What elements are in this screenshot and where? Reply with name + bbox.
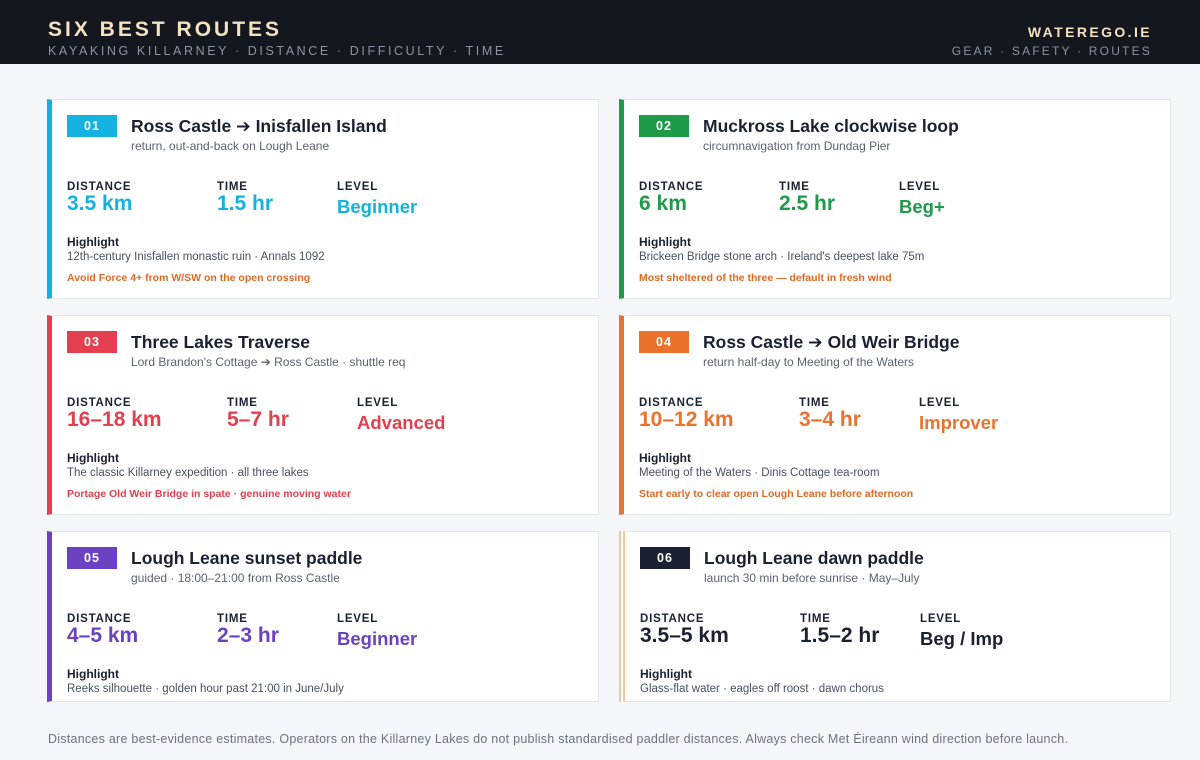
route-subtitle: Lord Brandon's Cottage ➔ Ross Castle · s…: [131, 355, 406, 369]
level-value: Beg+: [899, 196, 945, 217]
level-label: LEVEL: [920, 613, 962, 625]
level-label: LEVEL: [899, 181, 941, 193]
highlight-label: Highlight: [639, 235, 691, 249]
site-nav-links[interactable]: GEAR · SAFETY · ROUTES: [951, 44, 1152, 58]
time-label: TIME: [799, 397, 830, 409]
route-card-05[interactable]: 05 Lough Leane sunset paddle guided · 18…: [47, 531, 599, 702]
route-warning-note: Avoid Force 4+ from W/SW on the open cro…: [67, 272, 311, 284]
route-title: Ross Castle ➔ Inisfallen Island: [131, 116, 387, 136]
site-name-link[interactable]: WATEREGO.IE: [1027, 24, 1152, 40]
distance-label: DISTANCE: [639, 181, 704, 193]
distance-value: 3.5 km: [67, 192, 133, 215]
route-subtitle: launch 30 min before sunrise · May–July: [704, 571, 920, 585]
route-number-badge: 05: [67, 547, 117, 569]
level-label: LEVEL: [357, 397, 399, 409]
route-subtitle: return half-day to Meeting of the Waters: [703, 355, 914, 369]
highlight-label: Highlight: [67, 235, 119, 249]
page-title: SIX BEST ROUTES: [48, 18, 283, 41]
page-subtitle: KAYAKING KILLARNEY · DISTANCE · DIFFICUL…: [48, 44, 506, 58]
distance-value: 6 km: [639, 192, 687, 215]
highlight-label: Highlight: [67, 451, 119, 465]
route-title: Ross Castle ➔ Old Weir Bridge: [703, 332, 960, 352]
time-value: 1.5–2 hr: [800, 624, 880, 647]
route-card-03[interactable]: 03 Three Lakes Traverse Lord Brandon's C…: [47, 315, 599, 515]
distance-label: DISTANCE: [640, 613, 705, 625]
route-card-01[interactable]: 01 Ross Castle ➔ Inisfallen Island retur…: [47, 99, 599, 299]
time-label: TIME: [217, 181, 248, 193]
footer-disclaimer: Distances are best-evidence estimates. O…: [48, 732, 1069, 746]
level-label: LEVEL: [919, 397, 961, 409]
time-value: 3–4 hr: [799, 408, 861, 431]
level-value: Beginner: [337, 196, 418, 217]
route-title: Lough Leane dawn paddle: [704, 548, 924, 568]
highlight-label: Highlight: [67, 667, 119, 681]
route-subtitle: return, out-and-back on Lough Leane: [131, 139, 330, 153]
route-number-badge: 02: [639, 115, 689, 137]
route-number-badge: 03: [67, 331, 117, 353]
route-number-badge: 01: [67, 115, 117, 137]
highlight-text: Glass-flat water · eagles off roost · da…: [640, 683, 884, 695]
time-value: 2.5 hr: [779, 192, 836, 215]
route-title: Lough Leane sunset paddle: [131, 548, 363, 568]
highlight-label: Highlight: [639, 451, 691, 465]
route-warning-note: Start early to clear open Lough Leane be…: [639, 488, 914, 500]
route-card-06[interactable]: 06 Lough Leane dawn paddle launch 30 min…: [619, 531, 1171, 702]
time-value: 5–7 hr: [227, 408, 289, 431]
distance-value: 16–18 km: [67, 408, 162, 431]
route-card-04[interactable]: 04 Ross Castle ➔ Old Weir Bridge return …: [619, 315, 1171, 515]
level-label: LEVEL: [337, 181, 379, 193]
route-warning-note: Most sheltered of the three — default in…: [639, 272, 892, 284]
highlight-text: Meeting of the Waters · Dinis Cottage te…: [639, 467, 880, 479]
time-label: TIME: [217, 613, 248, 625]
time-label: TIME: [227, 397, 258, 409]
time-label: TIME: [779, 181, 810, 193]
time-label: TIME: [800, 613, 831, 625]
route-subtitle: guided · 18:00–21:00 from Ross Castle: [131, 571, 340, 585]
level-value: Beginner: [337, 628, 418, 649]
top-bar: SIX BEST ROUTES KAYAKING KILLARNEY · DIS…: [0, 0, 1200, 64]
distance-value: 10–12 km: [639, 408, 734, 431]
highlight-label: Highlight: [640, 667, 692, 681]
level-value: Advanced: [357, 412, 446, 433]
highlight-text: The classic Killarney expedition · all t…: [67, 467, 309, 479]
route-subtitle: circumnavigation from Dundag Pier: [703, 139, 891, 153]
highlight-text: Reeks silhouette · golden hour past 21:0…: [67, 683, 344, 695]
distance-value: 4–5 km: [67, 624, 139, 647]
distance-label: DISTANCE: [639, 397, 704, 409]
route-number-badge: 04: [639, 331, 689, 353]
distance-label: DISTANCE: [67, 181, 132, 193]
time-value: 2–3 hr: [217, 624, 279, 647]
highlight-text: 12th-century Inisfallen monastic ruin · …: [67, 251, 325, 263]
distance-value: 3.5–5 km: [640, 624, 729, 647]
route-number-badge: 06: [640, 547, 690, 569]
time-value: 1.5 hr: [217, 192, 274, 215]
highlight-text: Brickeen Bridge stone arch · Ireland's d…: [639, 251, 925, 263]
route-card-02[interactable]: 02 Muckross Lake clockwise loop circumna…: [619, 99, 1171, 299]
distance-label: DISTANCE: [67, 397, 132, 409]
route-warning-note: Portage Old Weir Bridge in spate · genui…: [67, 488, 351, 500]
route-title: Muckross Lake clockwise loop: [703, 116, 959, 136]
level-value: Improver: [919, 412, 999, 433]
distance-label: DISTANCE: [67, 613, 132, 625]
route-title: Three Lakes Traverse: [131, 332, 311, 352]
level-value: Beg / Imp: [920, 628, 1004, 649]
level-label: LEVEL: [337, 613, 379, 625]
